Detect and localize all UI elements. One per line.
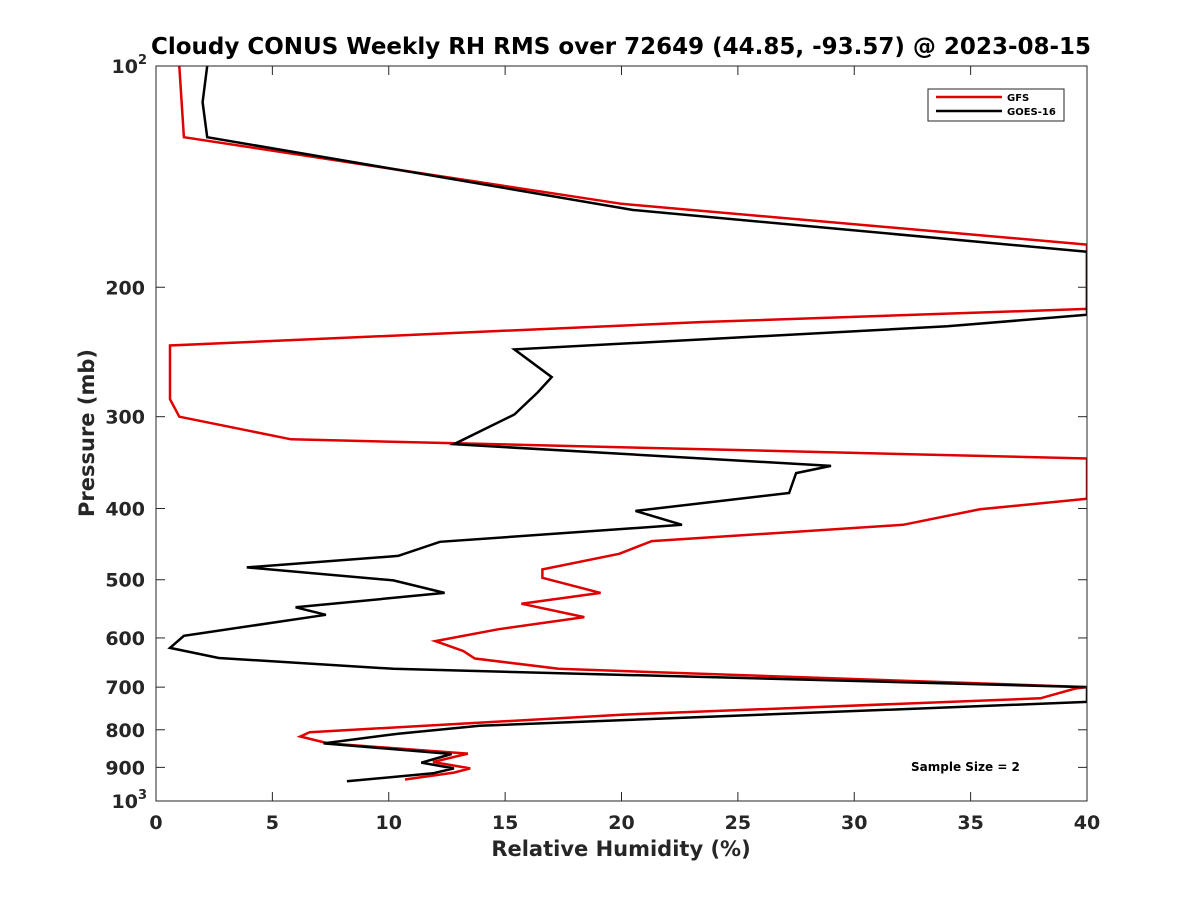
y-tick-label: 400 — [105, 499, 145, 521]
y-tick-label: 300 — [105, 407, 145, 429]
x-tick-label: 20 — [608, 812, 634, 834]
sample-size-annotation: Sample Size = 2 — [911, 760, 1020, 774]
y-tick-label: 800 — [105, 720, 145, 742]
y-tick-label: 900 — [105, 757, 145, 779]
x-tick-label: 30 — [841, 812, 867, 834]
x-tick-label: 5 — [266, 812, 279, 834]
series-line-gfs — [168, 66, 1087, 781]
x-axis-label: Relative Humidity (%) — [491, 837, 750, 861]
x-tick-label: 35 — [957, 812, 983, 834]
x-axis: 0 5 10 15 20 25 30 35 40 — [149, 66, 1100, 834]
plot-frame — [155, 65, 1088, 802]
series-line-goes16 — [167, 66, 1087, 783]
x-tick-label: 15 — [492, 812, 518, 834]
y-tick-label: 200 — [105, 277, 145, 299]
y-tick-label: 102 — [112, 53, 148, 78]
y-tick-label: 500 — [105, 570, 145, 592]
series-layer — [167, 66, 1087, 783]
legend-box — [927, 88, 1065, 122]
y-axis-label: Pressure (mb) — [75, 349, 99, 517]
y-tick-label: 600 — [105, 628, 145, 650]
y-tick-label: 103 — [112, 788, 148, 813]
x-tick-label: 10 — [376, 812, 402, 834]
x-tick-label: 40 — [1074, 812, 1100, 834]
legend-label-goes16: GOES-16 — [1007, 107, 1056, 118]
y-axis: 102 200 300 400 500 600 700 800 900 103 — [105, 53, 1087, 813]
x-tick-label: 0 — [149, 812, 162, 834]
y-tick-label: 700 — [105, 677, 145, 699]
chart-title: Cloudy CONUS Weekly RH RMS over 72649 (4… — [151, 34, 1091, 60]
legend-label-gfs: GFS — [1007, 93, 1029, 104]
legend: GFS GOES-16 — [927, 88, 1065, 122]
x-tick-label: 25 — [725, 812, 751, 834]
